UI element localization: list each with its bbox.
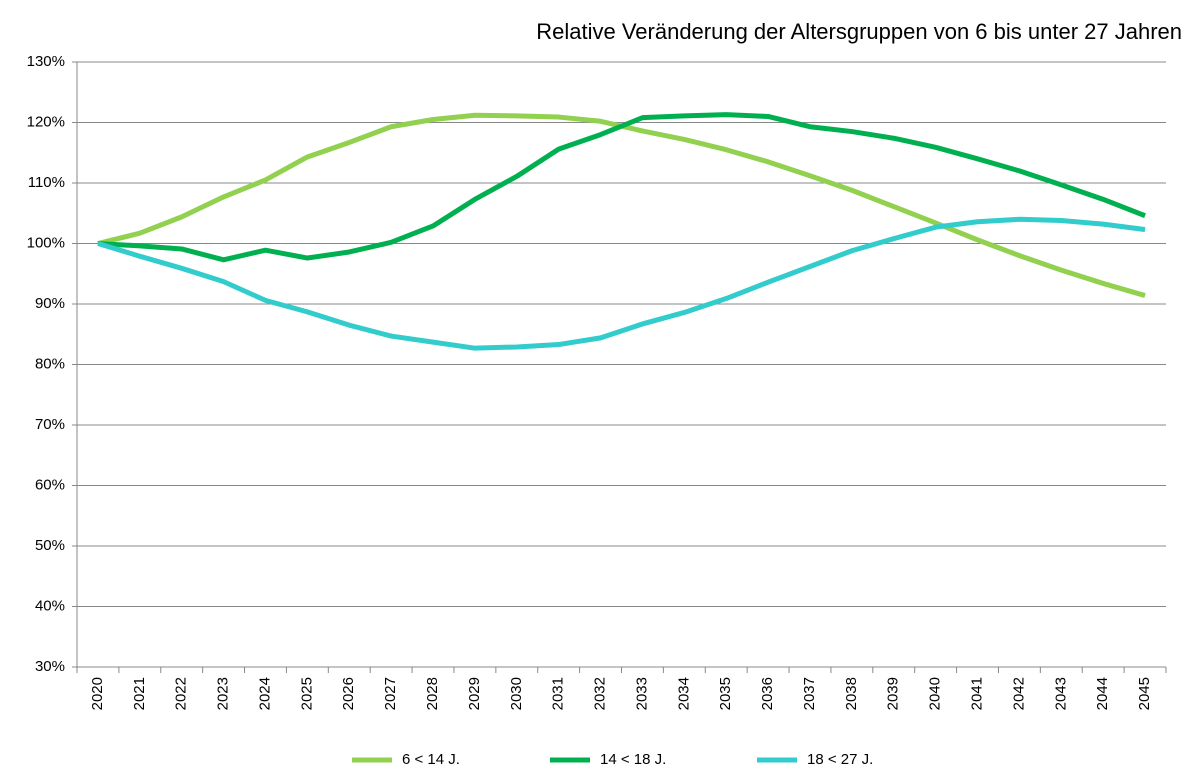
x-tick-label: 2030 bbox=[508, 677, 525, 710]
x-tick-label: 2041 bbox=[968, 677, 985, 710]
y-tick-label: 120% bbox=[27, 113, 65, 130]
x-tick-label: 2026 bbox=[340, 677, 357, 710]
x-tick-label: 2029 bbox=[466, 677, 483, 710]
x-tick-label: 2033 bbox=[633, 677, 650, 710]
y-tick-label: 80% bbox=[35, 355, 65, 372]
x-tick-label: 2024 bbox=[256, 677, 273, 710]
x-tick-label: 2038 bbox=[843, 677, 860, 710]
x-tick-label: 2032 bbox=[592, 677, 609, 710]
y-tick-label: 40% bbox=[35, 597, 65, 614]
x-tick-label: 2037 bbox=[801, 677, 818, 710]
x-tick-label: 2044 bbox=[1094, 677, 1111, 710]
x-tick-label: 2023 bbox=[215, 677, 232, 710]
y-tick-label: 100% bbox=[27, 234, 65, 251]
x-tick-label: 2045 bbox=[1136, 677, 1153, 710]
x-tick-label: 2040 bbox=[927, 677, 944, 710]
x-tick-label: 2039 bbox=[885, 677, 902, 710]
line-series bbox=[97, 112, 1146, 298]
x-tick-label: 2036 bbox=[759, 677, 776, 710]
y-tick-label: 50% bbox=[35, 537, 65, 554]
y-tick-label: 70% bbox=[35, 416, 65, 433]
x-tick-label: 2028 bbox=[424, 677, 441, 710]
chart-title: Relative Veränderung der Altersgruppen v… bbox=[536, 19, 1182, 44]
y-tick-label: 60% bbox=[35, 476, 65, 493]
line-series bbox=[97, 216, 1146, 351]
x-tick-label: 2025 bbox=[298, 677, 315, 710]
x-tick-label: 2020 bbox=[89, 677, 106, 710]
x-tick-label: 2031 bbox=[550, 677, 567, 710]
legend-label: 14 < 18 J. bbox=[600, 751, 666, 768]
x-tick-label: 2042 bbox=[1010, 677, 1027, 710]
y-tick-label: 30% bbox=[35, 658, 65, 675]
line-series bbox=[97, 112, 1146, 263]
x-tick-label: 2022 bbox=[173, 677, 190, 710]
x-tick-label: 2043 bbox=[1052, 677, 1069, 710]
x-tick-label: 2027 bbox=[382, 677, 399, 710]
y-tick-label: 110% bbox=[28, 174, 65, 191]
y-tick-label: 130% bbox=[27, 53, 65, 70]
x-tick-label: 2021 bbox=[131, 677, 148, 710]
y-tick-label: 90% bbox=[35, 295, 65, 312]
legend-label: 6 < 14 J. bbox=[402, 751, 460, 768]
x-tick-label: 2034 bbox=[675, 677, 692, 710]
x-tick-label: 2035 bbox=[717, 677, 734, 710]
legend-label: 18 < 27 J. bbox=[807, 751, 873, 768]
